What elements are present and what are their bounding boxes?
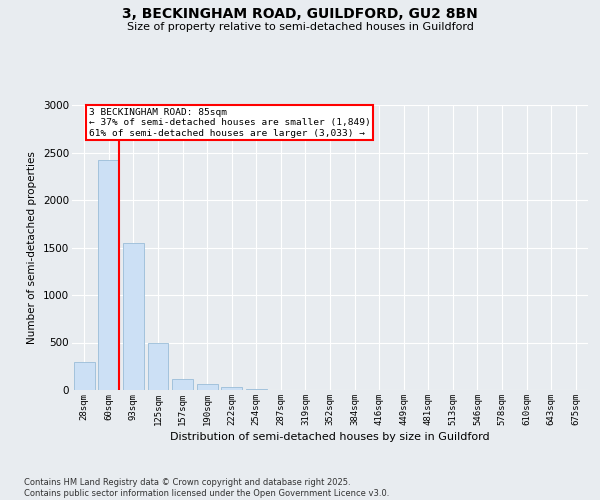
- Bar: [123, 243, 144, 390]
- Bar: [74, 362, 95, 390]
- Bar: [246, 388, 267, 390]
- Y-axis label: Number of semi-detached properties: Number of semi-detached properties: [28, 151, 37, 344]
- Text: 3, BECKINGHAM ROAD, GUILDFORD, GU2 8BN: 3, BECKINGHAM ROAD, GUILDFORD, GU2 8BN: [122, 8, 478, 22]
- Text: Distribution of semi-detached houses by size in Guildford: Distribution of semi-detached houses by …: [170, 432, 490, 442]
- Text: 3 BECKINGHAM ROAD: 85sqm
← 37% of semi-detached houses are smaller (1,849)
61% o: 3 BECKINGHAM ROAD: 85sqm ← 37% of semi-d…: [89, 108, 370, 138]
- Bar: [98, 160, 119, 390]
- Bar: [172, 378, 193, 390]
- Bar: [148, 342, 169, 390]
- Text: Contains HM Land Registry data © Crown copyright and database right 2025.
Contai: Contains HM Land Registry data © Crown c…: [24, 478, 389, 498]
- Bar: [197, 384, 218, 390]
- Text: Size of property relative to semi-detached houses in Guildford: Size of property relative to semi-detach…: [127, 22, 473, 32]
- Bar: [221, 388, 242, 390]
